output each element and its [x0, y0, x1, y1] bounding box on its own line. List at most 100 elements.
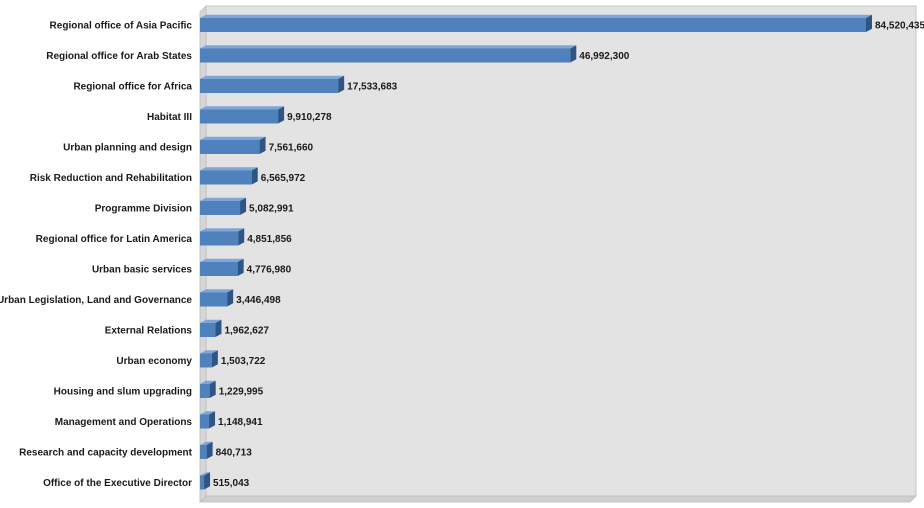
bar: [200, 441, 213, 459]
data-label: 3,446,498: [236, 295, 281, 306]
category-label: Office of the Executive Director: [43, 478, 192, 489]
data-label: 1,962,627: [224, 326, 269, 337]
data-label: 6,565,972: [261, 173, 306, 184]
bar-top-face: [200, 75, 345, 79]
bar-series: [200, 14, 872, 490]
bar-front-face: [200, 79, 339, 93]
data-label: 1,229,995: [219, 387, 264, 398]
data-label: 9,910,278: [287, 112, 332, 123]
data-label: 46,992,300: [579, 51, 629, 62]
bar-front-face: [200, 231, 239, 246]
bar: [200, 45, 577, 63]
bar-front-face: [200, 170, 252, 185]
bar-front-face: [200, 140, 260, 154]
bar-end-face: [251, 167, 258, 185]
category-label: Research and capacity development: [19, 448, 193, 459]
bar: [200, 411, 216, 429]
bar-top-face: [200, 14, 872, 18]
category-label: Urban basic services: [92, 265, 192, 276]
category-label: Regional office of Asia Pacific: [50, 21, 193, 32]
bar-end-face: [206, 441, 213, 459]
bar-end-face: [209, 380, 216, 398]
bar-front-face: [200, 262, 238, 276]
value-labels: 84,520,435 46,992,300 17,533,683 9,910,278 7…: [213, 21, 924, 490]
bar: [200, 350, 218, 368]
bar-top-face: [200, 106, 285, 110]
category-label: Urban Legislation, Land and Governance: [0, 295, 192, 306]
category-label: Habitat III: [147, 112, 192, 123]
bar-front-face: [200, 475, 205, 490]
bar-front-face: [200, 18, 866, 32]
bar-end-face: [209, 411, 216, 429]
category-label: Regional office for Africa: [73, 82, 192, 93]
data-label: 1,148,941: [218, 417, 263, 428]
bar-end-face: [215, 319, 222, 337]
bar-front-face: [200, 48, 571, 63]
bar-top-face: [200, 380, 216, 384]
data-label: 840,713: [216, 448, 253, 459]
bar-end-face: [278, 106, 285, 124]
data-label: 84,520,435: [875, 21, 924, 32]
data-label: 5,082,991: [249, 204, 294, 215]
bar-front-face: [200, 292, 228, 307]
bar: [200, 228, 245, 246]
bar-top-face: [200, 258, 244, 262]
category-label: Urban economy: [116, 356, 192, 367]
plot-floor: [199, 495, 917, 503]
bar-front-face: [200, 414, 210, 429]
bar-top-face: [200, 441, 213, 445]
bar: [200, 167, 258, 185]
category-label: External Relations: [105, 326, 193, 337]
category-label: Regional office for Arab States: [46, 51, 192, 62]
bar-top-face: [200, 45, 577, 49]
bar: [200, 380, 216, 398]
bar-front-face: [200, 201, 241, 215]
category-labels: Regional office of Asia Pacific Regional …: [0, 21, 193, 490]
data-label: 1,503,722: [221, 356, 266, 367]
bar: [200, 289, 234, 307]
bar-end-face: [240, 197, 247, 215]
plot-area: [199, 5, 917, 503]
bar-end-face: [204, 472, 211, 490]
bar-end-face: [227, 289, 234, 307]
bar: [200, 14, 872, 32]
data-label: 4,776,980: [247, 265, 292, 276]
bar: [200, 136, 266, 154]
category-label: Risk Reduction and Rehabilitation: [30, 173, 192, 184]
bar-front-face: [200, 384, 210, 398]
bar-end-face: [237, 258, 244, 276]
bar: [200, 75, 345, 93]
data-label: 7,561,660: [269, 143, 314, 154]
bar-top-face: [200, 350, 218, 354]
category-label: Programme Division: [95, 204, 192, 215]
bar-top-face: [200, 289, 234, 293]
bar-top-face: [200, 411, 216, 415]
data-label: 17,533,683: [347, 82, 397, 93]
bar-front-face: [200, 323, 216, 337]
bar-front-face: [200, 445, 207, 459]
category-label: Urban planning and design: [63, 143, 192, 154]
bar: [200, 106, 285, 124]
data-label: 4,851,856: [247, 234, 292, 245]
bar-end-face: [866, 14, 872, 32]
bar-top-face: [200, 197, 247, 201]
bar-end-face: [259, 136, 266, 154]
category-label: Housing and slum upgrading: [54, 387, 192, 398]
category-label: Management and Operations: [55, 417, 193, 428]
bar: [200, 197, 247, 215]
bar-end-face: [211, 350, 218, 368]
bar-front-face: [200, 109, 279, 124]
data-label: 515,043: [213, 478, 250, 489]
bar-top-face: [200, 136, 266, 140]
bar-top-face: [200, 228, 245, 232]
bar-end-face: [570, 45, 577, 63]
category-label: Regional office for Latin America: [36, 234, 193, 245]
bar-top-face: [200, 319, 222, 323]
bar: [200, 258, 244, 276]
bar-end-face: [338, 75, 345, 93]
bar: [200, 472, 211, 490]
bar-top-face: [200, 472, 211, 476]
bar-front-face: [200, 353, 212, 368]
bar-top-face: [200, 167, 258, 171]
